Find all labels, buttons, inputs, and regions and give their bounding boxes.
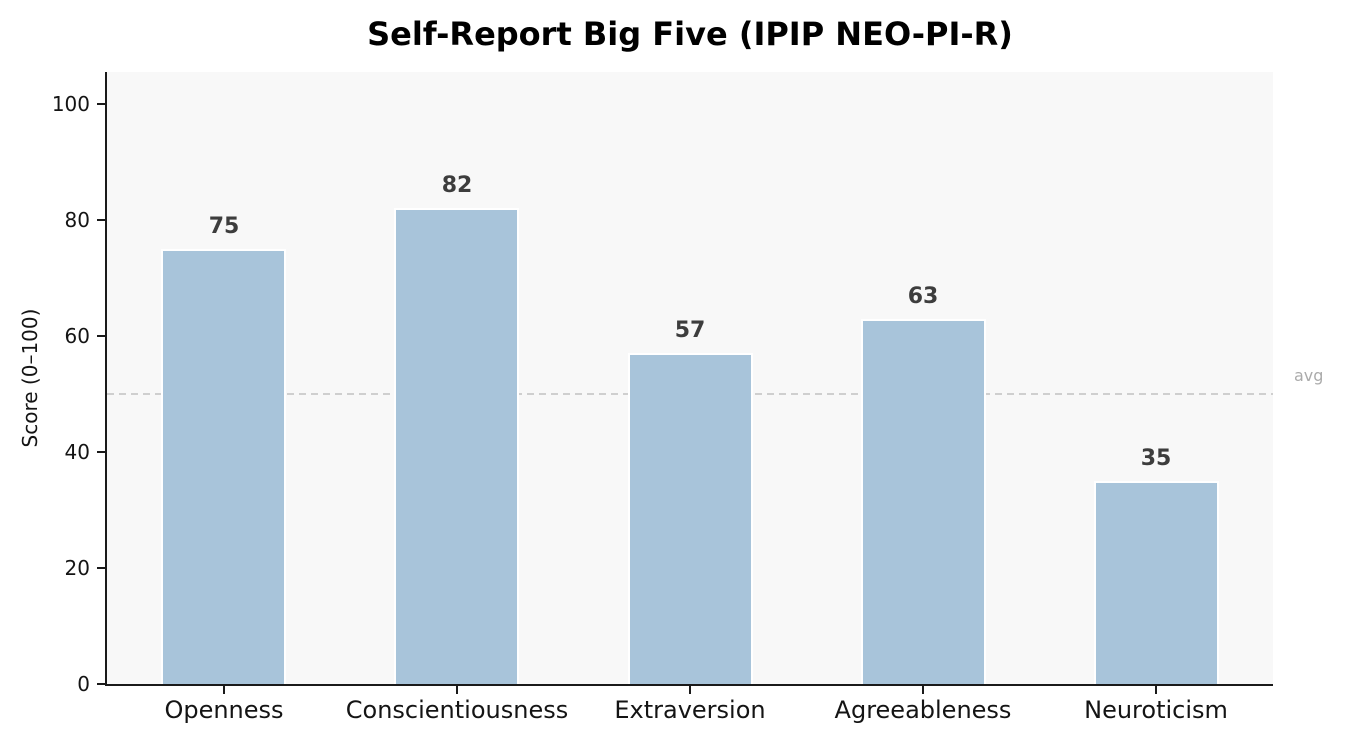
y-tick-label-20: 20 (64, 556, 90, 580)
x-tick-label-neuroticism: Neuroticism (1084, 696, 1228, 724)
bar-value-label-neuroticism: 35 (1140, 446, 1172, 471)
y-axis-spine (105, 72, 107, 686)
bar-agreeableness (861, 319, 986, 684)
y-tick-mark-20 (97, 567, 105, 569)
x-tick-label-extraversion: Extraversion (614, 696, 766, 724)
y-tick-label-100: 100 (51, 92, 90, 116)
y-tick-label-0: 0 (77, 672, 90, 696)
bar-conscientiousness (394, 208, 519, 684)
x-tick-mark-openness (223, 686, 225, 694)
bar-value-label-extraversion: 57 (674, 318, 706, 343)
x-tick-mark-extraversion (689, 686, 691, 694)
x-axis-spine (105, 684, 1273, 686)
bar-value-label-conscientiousness: 82 (441, 173, 473, 198)
y-tick-label-40: 40 (64, 440, 90, 464)
bars-layer: 75 82 57 63 35 (107, 72, 1273, 684)
x-tick-mark-neuroticism (1155, 686, 1157, 694)
bar-neuroticism (1094, 481, 1219, 684)
plot-area: 75 82 57 63 35 (107, 72, 1273, 684)
y-tick-mark-80 (97, 219, 105, 221)
bar-value-label-agreeableness: 63 (907, 284, 939, 309)
x-tick-label-conscientiousness: Conscientiousness (345, 696, 569, 724)
y-tick-mark-100 (97, 103, 105, 105)
x-tick-mark-agreeableness (922, 686, 924, 694)
x-tick-mark-conscientiousness (456, 686, 458, 694)
y-tick-mark-0 (97, 683, 105, 685)
x-tick-label-openness: Openness (164, 696, 284, 724)
avg-line-label: avg (1294, 366, 1324, 385)
y-tick-label-60: 60 (64, 324, 90, 348)
y-tick-mark-60 (97, 335, 105, 337)
bar-value-label-openness: 75 (208, 214, 240, 239)
bar-openness (161, 249, 286, 684)
x-tick-label-agreeableness: Agreeableness (834, 696, 1012, 724)
chart-title: Self-Report Big Five (IPIP NEO-PI-R) (367, 15, 1013, 53)
bar-extraversion (628, 353, 753, 684)
y-tick-label-80: 80 (64, 208, 90, 232)
y-tick-mark-40 (97, 451, 105, 453)
